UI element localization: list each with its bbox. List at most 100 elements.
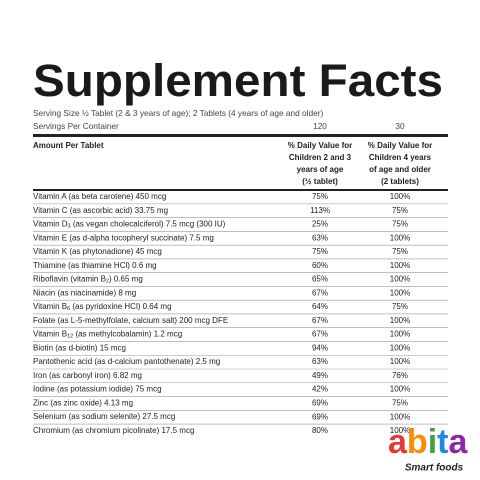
- amount-header: Amount Per Tablet: [33, 141, 104, 150]
- nutrient-name: Pantothenic acid (as d-calcium pantothen…: [33, 357, 220, 366]
- daily-value: 100%: [390, 357, 410, 366]
- daily-value: 100%: [390, 261, 410, 270]
- column-header: of age and older: [369, 165, 431, 174]
- daily-value: 75%: [392, 302, 408, 311]
- nutrient-name: Niacin (as niacinamide) 8 mg: [33, 288, 136, 297]
- nutrient-name: Thiamine (as thiamine HCl) 0.6 mg: [33, 261, 157, 270]
- nutrient-label: Vitamin E (as d-alpha tocopheryl succina…: [33, 233, 214, 242]
- thick-rule: [33, 134, 448, 137]
- column-header: % Daily Value for: [288, 141, 352, 150]
- servings-value: 120: [313, 121, 327, 131]
- thick-rule: [33, 189, 448, 191]
- nutrient-label: Vitamin D3 (as vegan cholecalciferol) 7.…: [33, 220, 226, 230]
- column-header: Children 4 years: [369, 153, 432, 162]
- daily-value: 100%: [390, 343, 410, 352]
- nutrient-label: Biotin (as d-biotin) 15 mcg: [33, 343, 126, 352]
- nutrient-name: Riboflavin (vitamin B: [33, 275, 106, 284]
- daily-value: 67%: [312, 330, 328, 339]
- nutrient-detail: (as vegan cholecalciferol) 7.5 mcg (300 …: [71, 220, 226, 229]
- daily-value: 100%: [390, 275, 410, 284]
- serving-size: Serving Size ½ Tablet (2 & 3 years of ag…: [33, 108, 323, 118]
- daily-value: 63%: [312, 357, 328, 366]
- nutrient-name: Zinc (as zinc oxide) 4.13 mg: [33, 399, 133, 408]
- column-header: Children 2 and 3: [289, 153, 352, 162]
- logo-tagline: Smart foods: [405, 463, 464, 474]
- daily-value: 69%: [312, 399, 328, 408]
- daily-value: 69%: [312, 412, 328, 421]
- daily-value: 42%: [312, 385, 328, 394]
- table-body: Vitamin A (as beta carotene) 450 mcg 75% 1…: [33, 192, 448, 435]
- nutrient-name: Folate (as L-5-methylfolate, calcium sal…: [33, 316, 228, 325]
- daily-value: 25%: [312, 220, 328, 229]
- daily-value: 100%: [390, 288, 410, 297]
- daily-value: 80%: [312, 426, 328, 435]
- daily-value: 60%: [312, 261, 328, 270]
- nutrient-name: Vitamin K (as phytonadione) 45 mcg: [33, 247, 162, 256]
- column-header: % Daily Value for: [368, 141, 432, 150]
- nutrient-label: Vitamin K (as phytonadione) 45 mcg: [33, 247, 162, 256]
- servings-value: 30: [395, 121, 405, 131]
- daily-value: 100%: [390, 426, 410, 435]
- nutrient-name: Iron (as carbonyl iron) 6.82 mg: [33, 371, 142, 380]
- logo-letter: b: [407, 423, 428, 461]
- nutrient-label: Vitamin B12 (as methylcobalamin) 1.2 mcg: [33, 330, 182, 340]
- nutrient-label: Pantothenic acid (as d-calcium pantothen…: [33, 357, 220, 366]
- daily-value: 63%: [312, 233, 328, 242]
- daily-value: 75%: [392, 247, 408, 256]
- daily-value: 75%: [392, 399, 408, 408]
- nutrient-detail: (as methylcobalamin) 1.2 mcg: [73, 330, 182, 339]
- logo-letter: i: [428, 423, 437, 461]
- daily-value: 65%: [312, 275, 328, 284]
- nutrient-name: Vitamin C (as ascorbic acid) 33.75 mg: [33, 206, 168, 215]
- daily-value: 75%: [392, 220, 408, 229]
- nutrient-name: Chromium (as chromium picolinate) 17.5 m…: [33, 426, 194, 435]
- daily-value: 100%: [390, 316, 410, 325]
- nutrient-label: Niacin (as niacinamide) 8 mg: [33, 288, 136, 297]
- daily-value: 100%: [390, 412, 410, 421]
- column-header: (½ tablet): [302, 177, 338, 186]
- daily-value: 113%: [310, 206, 330, 215]
- nutrient-name: Biotin (as d-biotin) 15 mcg: [33, 343, 126, 352]
- subscript: 12: [67, 334, 73, 340]
- daily-value: 67%: [312, 316, 328, 325]
- nutrient-label: Vitamin C (as ascorbic acid) 33.75 mg: [33, 206, 168, 215]
- nutrient-name: Vitamin E (as d-alpha tocopheryl succina…: [33, 233, 214, 242]
- daily-value: 67%: [312, 288, 328, 297]
- logo-letter: a: [448, 423, 468, 461]
- subscript: 2: [106, 279, 109, 285]
- daily-value: 100%: [390, 192, 410, 201]
- nutrient-label: Vitamin A (as beta carotene) 450 mcg: [33, 192, 166, 201]
- column-header: (2 tablets): [381, 177, 419, 186]
- nutrient-label: Folate (as L-5-methylfolate, calcium sal…: [33, 316, 228, 325]
- daily-value: 75%: [392, 206, 408, 215]
- nutrient-name: Iodine (as potassium iodide) 75 mcg: [33, 385, 162, 394]
- nutrient-name: Selenium (as sodium selenite) 27.5 mcg: [33, 412, 175, 421]
- subscript: 3: [68, 224, 71, 230]
- nutrient-label: Zinc (as zinc oxide) 4.13 mg: [33, 399, 133, 408]
- daily-value: 75%: [312, 247, 328, 256]
- title: Supplement Facts: [33, 55, 443, 106]
- daily-value: 94%: [312, 343, 328, 352]
- logo-letter: t: [437, 423, 448, 461]
- nutrient-detail: (as pyridoxine HCl) 0.64 mg: [70, 302, 171, 311]
- nutrient-label: Chromium (as chromium picolinate) 17.5 m…: [33, 426, 194, 435]
- nutrient-name: Vitamin B: [33, 302, 67, 311]
- daily-value: 75%: [312, 192, 328, 201]
- nutrient-name: Vitamin B: [33, 330, 67, 339]
- servings-label: Servings Per Container: [33, 121, 119, 131]
- nutrient-label: Thiamine (as thiamine HCl) 0.6 mg: [33, 261, 157, 270]
- nutrient-label: Iron (as carbonyl iron) 6.82 mg: [33, 371, 142, 380]
- daily-value: 100%: [390, 330, 410, 339]
- column-header: years of age: [297, 165, 344, 174]
- logo: abita Smart foods: [388, 423, 468, 474]
- daily-value: 49%: [312, 371, 328, 380]
- daily-value: 100%: [390, 385, 410, 394]
- nutrient-label: Vitamin B6 (as pyridoxine HCl) 0.64 mg: [33, 302, 172, 312]
- daily-value: 76%: [392, 371, 408, 380]
- nutrient-label: Iodine (as potassium iodide) 75 mcg: [33, 385, 162, 394]
- nutrient-name: Vitamin D: [33, 220, 68, 229]
- logo-letter: a: [388, 423, 408, 461]
- daily-value: 64%: [312, 302, 328, 311]
